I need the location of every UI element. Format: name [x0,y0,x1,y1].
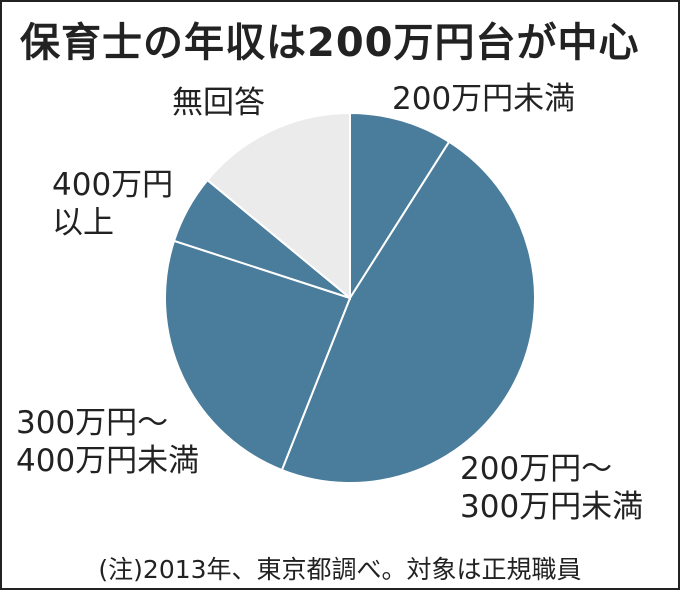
chart-title: 保育士の年収は200万円台が中心 [20,20,640,66]
slice-300-400 [164,239,352,472]
label-200-300: 200万円～ 300万円未満 [460,451,644,525]
slice-200-300 [280,140,536,484]
slice-under-200 [349,111,451,302]
label-under-200: 200万円未満 [392,81,576,117]
label-no-answer: 無回答 [172,85,265,121]
chart-footnote: (注)2013年、東京都調べ。対象は正規職員 [98,555,582,584]
label-over-400: 400万円 以上 [52,167,174,241]
slice-no-answer [206,111,351,301]
label-300-400: 300万円～ 400万円未満 [16,405,200,479]
